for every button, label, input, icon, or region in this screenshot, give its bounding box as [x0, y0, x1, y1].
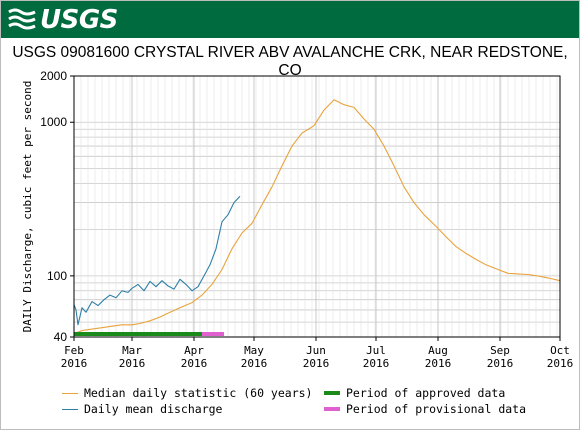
- usgs-logo[interactable]: USGS: [7, 5, 118, 35]
- legend-mean-label: Daily mean discharge: [84, 402, 223, 416]
- x-tick-label-month: Jul: [366, 344, 386, 357]
- x-tick-label-year: 2016: [181, 357, 208, 370]
- legend-provisional-label: Period of provisional data: [346, 402, 527, 416]
- x-tick-label-year: 2016: [241, 357, 268, 370]
- x-tick-label-year: 2016: [547, 357, 574, 370]
- legend-approved: Period of approved data: [324, 386, 505, 400]
- series-layer: [73, 99, 561, 336]
- y-tick-label: 2000: [40, 69, 67, 83]
- usgs-banner: USGS: [1, 1, 579, 38]
- usgs-logo-text: USGS: [40, 5, 118, 35]
- chart-title: USGS 09081600 CRYSTAL RIVER ABV AVALANCH…: [12, 44, 568, 79]
- legend-mean-swatch: [62, 408, 78, 410]
- y-axis-label: DAILY Discharge, cubic feet per second: [21, 81, 34, 333]
- provisional-period-bar: [202, 332, 224, 336]
- x-tick-label-year: 2016: [119, 357, 146, 370]
- usgs-wave-icon: [8, 8, 36, 30]
- median-series-line: [73, 99, 561, 335]
- x-tick-label-year: 2016: [363, 357, 390, 370]
- legend-median-label: Median daily statistic (60 years): [84, 386, 313, 400]
- plot-area: [74, 76, 560, 337]
- x-tick-label-month: Jun: [306, 344, 326, 357]
- x-tick-label-month: Aug: [428, 344, 448, 357]
- x-tick-label-month: Sep: [490, 344, 510, 357]
- legend-provisional-swatch: [324, 407, 340, 411]
- x-tick-label-month: May: [244, 344, 264, 357]
- y-tick-label: 1000: [40, 115, 67, 129]
- legend-mean: Daily mean discharge: [62, 402, 222, 416]
- axis-layer: 4010010002000Feb2016Mar2016Apr2016May201…: [21, 69, 573, 370]
- approved-period-bar: [74, 332, 202, 336]
- legend-median-swatch: [62, 392, 78, 394]
- x-tick-label-year: 2016: [487, 357, 514, 370]
- y-tick-label: 100: [47, 269, 67, 283]
- grid-layer: [73, 75, 561, 338]
- mean-series-line: [73, 195, 241, 326]
- x-tick-label-year: 2016: [303, 357, 330, 370]
- y-tick-label: 40: [54, 330, 68, 344]
- x-tick-label-month: Oct: [550, 344, 570, 357]
- legend-median: Median daily statistic (60 years): [62, 386, 312, 400]
- x-tick-label-month: Apr: [184, 344, 204, 357]
- legend-approved-label: Period of approved data: [346, 386, 506, 400]
- x-tick-label-month: Feb: [64, 344, 84, 357]
- x-tick-label-month: Mar: [122, 344, 142, 357]
- plot-border: [73, 75, 561, 338]
- x-tick-label-year: 2016: [61, 357, 88, 370]
- legend-approved-swatch: [324, 391, 340, 395]
- x-tick-label-year: 2016: [425, 357, 452, 370]
- legend-provisional: Period of provisional data: [324, 402, 526, 416]
